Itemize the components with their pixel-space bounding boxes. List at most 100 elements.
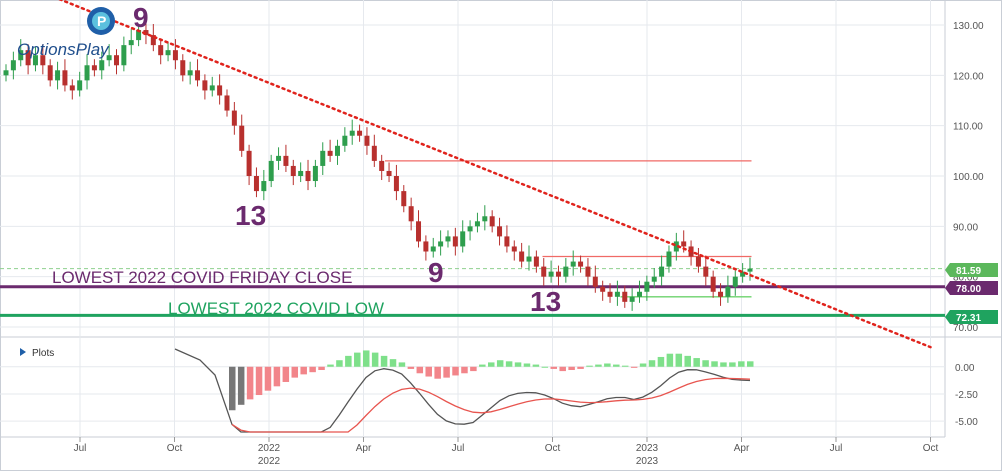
candle-body bbox=[305, 170, 311, 182]
indicator-histogram-bar bbox=[514, 362, 522, 367]
candle-body bbox=[180, 60, 186, 76]
indicator-histogram-bar bbox=[559, 366, 566, 372]
y-tick-label: 80.00 bbox=[953, 273, 978, 284]
indicator-histogram-bar bbox=[470, 366, 477, 372]
indicator-histogram-bar bbox=[523, 363, 531, 367]
candle-body bbox=[541, 266, 547, 277]
indicator-histogram-bar bbox=[675, 353, 683, 367]
candle-body bbox=[732, 276, 738, 287]
x-tick-label: Oct bbox=[545, 443, 561, 454]
candle-body bbox=[401, 191, 407, 207]
candle-body bbox=[423, 241, 429, 252]
indicator-histogram-bar bbox=[666, 353, 674, 367]
candle-body bbox=[489, 216, 495, 227]
indicator-histogram-bar bbox=[362, 350, 370, 367]
candle-body bbox=[3, 70, 9, 76]
candle-body bbox=[430, 246, 436, 252]
candle-body bbox=[121, 45, 127, 66]
candle-body bbox=[69, 85, 75, 91]
x-tick-label: Apr bbox=[734, 443, 750, 454]
indicator-histogram-bar bbox=[711, 361, 718, 367]
indicator-histogram-bar bbox=[354, 352, 361, 367]
indicator-histogram-bar bbox=[237, 366, 245, 405]
seq-thirteen-label: 13 bbox=[235, 200, 266, 231]
candle-body bbox=[467, 226, 473, 232]
candle-body bbox=[519, 251, 525, 262]
candle-body bbox=[25, 50, 31, 66]
indicator-histogram-bar bbox=[702, 360, 709, 367]
indicator-histogram-bar bbox=[380, 355, 388, 367]
candle-body bbox=[555, 271, 561, 277]
purple-level-badge: 78.00 bbox=[945, 281, 998, 295]
indicator-histogram-bar bbox=[720, 362, 727, 367]
indicator-histogram-bar bbox=[738, 361, 745, 367]
candle-body bbox=[55, 70, 61, 81]
candle-body bbox=[113, 55, 119, 66]
candle-body bbox=[231, 110, 237, 126]
trendline bbox=[58, 0, 932, 349]
candle-body bbox=[18, 50, 24, 61]
indicator-histogram-bar bbox=[336, 360, 343, 367]
plots-label[interactable]: Plots bbox=[32, 348, 54, 359]
candle-body bbox=[165, 50, 171, 56]
candle-body bbox=[261, 181, 267, 192]
indicator-histogram-bar bbox=[318, 366, 325, 371]
candle-body bbox=[276, 155, 282, 161]
indicator-histogram-bar bbox=[452, 366, 459, 376]
y-tick-label: 110.00 bbox=[953, 122, 983, 133]
candle-body bbox=[77, 80, 83, 91]
candle-body bbox=[629, 296, 635, 302]
candle-body bbox=[445, 236, 451, 242]
indicator-histogram-bar bbox=[639, 363, 647, 367]
candle-body bbox=[357, 130, 363, 136]
indicator-histogram-bar bbox=[657, 356, 665, 367]
candle-body bbox=[408, 206, 414, 222]
svg-text:P: P bbox=[97, 13, 106, 29]
y-tick-label: 70.00 bbox=[953, 323, 978, 334]
x-tick-label: Oct bbox=[923, 443, 939, 454]
candle-body bbox=[673, 241, 679, 252]
candle-body bbox=[187, 70, 193, 76]
candle-body bbox=[128, 40, 134, 46]
candle-body bbox=[482, 216, 488, 222]
candle-body bbox=[659, 266, 665, 277]
candle-body bbox=[253, 176, 259, 192]
candle-body bbox=[460, 231, 466, 247]
plots-toggle[interactable]: Plots bbox=[20, 348, 54, 359]
candle-body bbox=[393, 176, 399, 192]
indicator-histogram-bar bbox=[407, 366, 415, 369]
indicator-histogram-bar bbox=[255, 366, 263, 396]
candle-body bbox=[99, 60, 105, 71]
band-label-purple: LOWEST 2022 COVID FRIDAY CLOSE bbox=[52, 268, 352, 287]
candle-body bbox=[666, 251, 672, 267]
candle-body bbox=[614, 291, 620, 297]
indicator-histogram-bar bbox=[621, 365, 629, 367]
candle-body bbox=[578, 261, 584, 267]
indicator-histogram-bar bbox=[345, 355, 352, 367]
svg-text:78.00: 78.00 bbox=[956, 284, 981, 295]
candle-body bbox=[349, 130, 355, 136]
x-tick-label: 2022 bbox=[258, 443, 281, 454]
seq-nine-label: 9 bbox=[428, 257, 444, 288]
green-level-badge: 72.31 bbox=[945, 310, 998, 324]
play-triangle-icon[interactable] bbox=[20, 348, 26, 356]
indicator-histogram-bar bbox=[389, 359, 397, 367]
candle-body bbox=[725, 286, 731, 297]
x-tick-label: Jul bbox=[452, 443, 465, 454]
candles bbox=[3, 21, 753, 311]
brand-logo: P OptionsPlay bbox=[17, 7, 115, 59]
candle-body bbox=[452, 236, 458, 247]
axes: 130.00120.00110.00100.0090.0080.0070.00J… bbox=[74, 21, 984, 467]
indicator-histogram-bar bbox=[586, 365, 593, 367]
last-price-badge: 81.59 bbox=[945, 263, 998, 277]
candle-body bbox=[379, 160, 385, 171]
indicator-histogram-bar bbox=[443, 366, 450, 378]
band-label-green: LOWEST 2022 COVID LOW bbox=[168, 299, 384, 318]
indicator-histogram-bar bbox=[327, 364, 334, 367]
indicator-histogram-bar bbox=[577, 366, 584, 369]
indicator-histogram-bar bbox=[300, 366, 307, 375]
candle-body bbox=[504, 236, 510, 247]
candle-body bbox=[637, 291, 643, 297]
candle-body bbox=[158, 45, 164, 56]
